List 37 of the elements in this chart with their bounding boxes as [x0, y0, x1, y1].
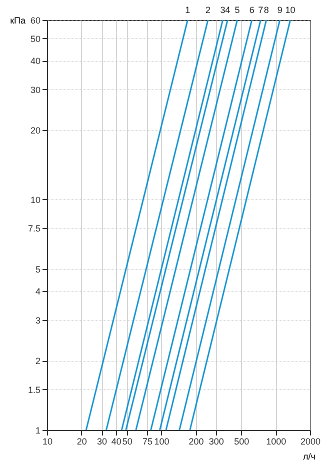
x-tick-label: 40: [111, 436, 122, 446]
series-label: 9: [277, 5, 282, 15]
series-label: 1: [185, 5, 190, 15]
y-tick-label: 50: [30, 34, 40, 44]
x-tick-label: 500: [234, 436, 250, 446]
series-label: 10: [285, 5, 296, 15]
y-tick-label: 1: [35, 426, 40, 436]
x-tick-label: 10: [42, 436, 53, 446]
x-tick-label: 20: [76, 436, 87, 446]
x-tick-label: 300: [208, 436, 224, 446]
x-tick-label: 100: [154, 436, 170, 446]
x-tick-label: 200: [188, 436, 204, 446]
x-tick-label: 50: [122, 436, 132, 446]
x-tick-label: 1000: [266, 436, 286, 446]
series-label: 4: [225, 5, 230, 15]
y-tick-label: 10: [30, 194, 40, 205]
y-tick-label: 30: [30, 84, 40, 95]
y-tick-label: 5: [35, 264, 40, 274]
x-tick-label: 30: [97, 436, 108, 446]
series-label: 7: [258, 5, 264, 15]
series-label: 8: [264, 5, 269, 15]
y-tick-label: 2: [35, 356, 40, 366]
y-axis-title: кПа: [10, 16, 26, 26]
y-tick-label: 40: [30, 56, 40, 66]
series-label: 3: [220, 5, 226, 15]
y-tick-label: 7.5: [28, 224, 40, 234]
series-label: 2: [205, 5, 210, 15]
x-axis-title: л/ч: [303, 452, 316, 462]
x-tick-label: 75: [142, 436, 153, 446]
series-label: 5: [234, 5, 240, 15]
y-tick-label: 20: [30, 126, 40, 136]
series-label: 6: [249, 5, 254, 15]
y-tick-label: 60: [30, 16, 40, 26]
y-tick-label: 4: [35, 286, 40, 297]
x-tick-label: 2000: [300, 436, 321, 446]
y-tick-label: 3: [35, 315, 40, 326]
y-tick-label: 1.5: [28, 384, 40, 395]
